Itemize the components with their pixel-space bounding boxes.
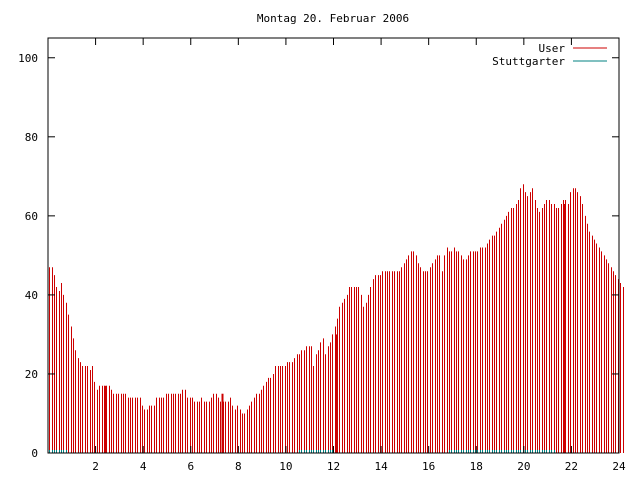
y-tick-label: 20 <box>25 368 38 381</box>
x-tick-label: 6 <box>187 460 194 473</box>
axis-ticks <box>48 38 620 454</box>
chart-title: Montag 20. Februar 2006 <box>257 12 409 25</box>
y-tick-label: 40 <box>25 289 38 302</box>
x-tick-label: 20 <box>517 460 530 473</box>
x-tick-label: 8 <box>235 460 242 473</box>
plot-frame <box>47 37 620 454</box>
x-tick-label: 12 <box>327 460 340 473</box>
y-tick-label: 80 <box>25 131 38 144</box>
series-user-bars <box>49 184 624 453</box>
x-tick-labels: 2 4 6 8 10 12 14 16 18 20 22 24 <box>92 460 626 473</box>
y-tick-label: 100 <box>18 52 38 65</box>
x-tick-label: 4 <box>140 460 147 473</box>
y-tick-label: 0 <box>31 447 38 460</box>
x-tick-label: 16 <box>422 460 435 473</box>
x-tick-label: 24 <box>612 460 626 473</box>
legend-label-stuttgarter: Stuttgarter <box>492 55 565 68</box>
y-tick-labels: 0 20 40 60 80 100 <box>18 52 38 460</box>
x-tick-label: 2 <box>92 460 99 473</box>
y-tick-label: 60 <box>25 210 38 223</box>
x-tick-label: 18 <box>470 460 483 473</box>
legend-label-user: User <box>539 42 566 55</box>
x-tick-label: 14 <box>374 460 388 473</box>
x-tick-label: 10 <box>279 460 292 473</box>
legend: User Stuttgarter <box>492 42 607 68</box>
x-tick-label: 22 <box>565 460 578 473</box>
